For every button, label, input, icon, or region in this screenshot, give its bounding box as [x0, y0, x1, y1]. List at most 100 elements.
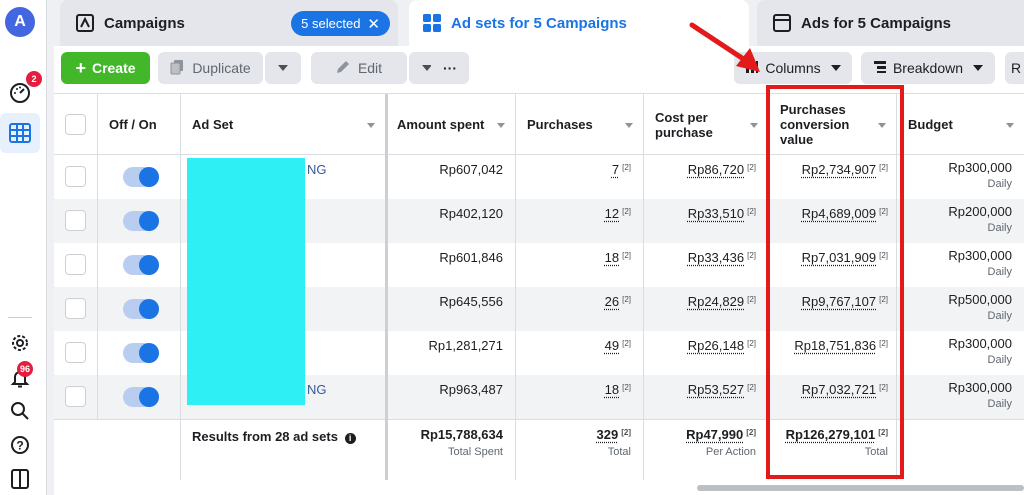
toggle-knob: [139, 387, 159, 407]
conversion-value-cell: Rp9,767,107 [2]: [801, 294, 888, 309]
column-divider: [97, 94, 98, 419]
breakdown-icon: [873, 60, 887, 77]
select-all-checkbox[interactable]: [65, 114, 86, 135]
ad-set-name-link[interactable]: NG: [307, 162, 327, 177]
row-select-checkbox[interactable]: [65, 210, 86, 231]
amount-spent-cell: Rp601,846: [439, 250, 503, 265]
header-budget[interactable]: Budget: [896, 94, 1024, 155]
budget-cell: Rp300,000 Daily: [948, 336, 1012, 366]
table-row[interactable]: Rp1,281,271 49 [2] Rp26,148 [2] Rp18,751,836[…: [54, 331, 1024, 375]
pencil-icon: [336, 60, 350, 77]
info-icon[interactable]: i: [344, 433, 356, 444]
tab-campaigns-label: Campaigns: [104, 14, 185, 32]
header-off-on[interactable]: Off / On: [109, 117, 157, 132]
left-navigation-rail: A 2 96 ?: [0, 0, 47, 495]
sort-caret-icon: [750, 123, 758, 128]
conversion-value-cell: Rp7,031,909 [2]: [801, 250, 888, 265]
total-purchases: 329 [2] Total: [596, 427, 631, 458]
table-header-row: Off / On Ad Set Amount spent Purchases C…: [54, 94, 1024, 155]
header-purchases-conversion-value[interactable]: Purchases conversion value: [768, 94, 896, 155]
cost-per-purchase-cell: Rp24,829 [2]: [687, 294, 756, 309]
purchases-cell: 18 [2]: [604, 382, 631, 397]
ad-set-status-toggle[interactable]: [123, 211, 159, 231]
toggle-knob: [139, 167, 159, 187]
toggle-knob: [139, 299, 159, 319]
table-row[interactable]: Rp601,846 18 [2] Rp33,436 [2] Rp7,031,909 [2] R…: [54, 243, 1024, 287]
toggle-knob: [139, 211, 159, 231]
amount-spent-cell: Rp645,556: [439, 294, 503, 309]
amount-spent-cell: Rp402,120: [439, 206, 503, 221]
column-divider: [385, 94, 388, 480]
duplicate-button[interactable]: Duplicate: [158, 52, 263, 84]
more-options-button[interactable]: ···: [431, 52, 469, 84]
conversion-value-cell: Rp4,689,009 [2]: [801, 206, 888, 221]
conversion-value-cell: Rp7,032,721 [2]: [801, 382, 888, 397]
chevron-down-icon: [422, 65, 432, 71]
header-purchases[interactable]: Purchases: [515, 94, 643, 155]
cost-per-purchase-cell: Rp26,148 [2]: [687, 338, 756, 353]
table-grid-icon[interactable]: [8, 121, 32, 145]
row-select-checkbox[interactable]: [65, 342, 86, 363]
sort-caret-icon: [1006, 123, 1014, 128]
budget-cell: Rp500,000 Daily: [948, 292, 1012, 322]
help-question-icon[interactable]: ?: [8, 433, 32, 457]
header-cost-per-purchase[interactable]: Cost per purchase: [643, 94, 768, 155]
horizontal-scrollbar[interactable]: [697, 485, 1024, 491]
header-ad-set[interactable]: Ad Set: [180, 94, 385, 155]
totals-row: Results from 28 ad sets i Rp15,788,634 T…: [54, 419, 1024, 480]
tab-campaigns[interactable]: Campaigns 5 selected ✕: [60, 0, 398, 46]
budget-cell: Rp300,000 Daily: [948, 160, 1012, 190]
column-divider: [896, 94, 897, 480]
totals-label: Results from 28 ad sets i: [180, 420, 385, 464]
tab-ads[interactable]: Ads for 5 Campaigns: [757, 0, 1024, 46]
account-avatar[interactable]: A: [5, 7, 35, 37]
settings-gear-icon[interactable]: [8, 331, 32, 355]
redaction-block: [187, 158, 305, 405]
side-panel-toggle-icon[interactable]: [8, 467, 32, 491]
row-select-checkbox[interactable]: [65, 254, 86, 275]
breakdown-button[interactable]: Breakdown: [861, 52, 995, 84]
red-arrow-annotation: [688, 22, 768, 78]
selected-campaigns-pill[interactable]: 5 selected ✕: [291, 11, 390, 36]
cost-per-purchase-cell: Rp33,510 [2]: [687, 206, 756, 221]
search-icon[interactable]: [8, 399, 32, 423]
cost-per-purchase-cell: Rp86,720 [2]: [687, 162, 756, 177]
toggle-knob: [139, 255, 159, 275]
duplicate-dropdown-button[interactable]: [265, 52, 301, 84]
column-divider: [643, 94, 644, 480]
ad-sets-grid-icon: [421, 12, 443, 34]
conversion-value-cell: Rp18,751,836 [2]: [794, 338, 888, 353]
edit-button[interactable]: Edit: [311, 52, 407, 84]
amount-spent-cell: Rp963,487: [439, 382, 503, 397]
sort-caret-icon: [878, 123, 886, 128]
total-conversion-value: Rp126,279,101 [2] Total: [785, 427, 888, 458]
cost-per-purchase-cell: Rp53,527 [2]: [687, 382, 756, 397]
table-row[interactable]: NG Rp607,042 7 [2] Rp86,720 [2] Rp2,734,907 [2]…: [54, 155, 1024, 199]
rail-divider: [8, 317, 32, 318]
clear-selection-close-icon[interactable]: ✕: [367, 15, 380, 33]
performance-badge: 2: [26, 71, 42, 87]
tab-ad-sets-label: Ad sets for 5 Campaigns: [451, 14, 627, 32]
header-amount-spent[interactable]: Amount spent: [385, 94, 515, 155]
performance-gauge-icon[interactable]: [8, 80, 32, 104]
row-select-checkbox[interactable]: [65, 166, 86, 187]
total-amount-spent: Rp15,788,634 Total Spent: [420, 427, 503, 458]
budget-cell: Rp300,000 Daily: [948, 380, 1012, 410]
plus-icon: +: [75, 57, 86, 78]
ad-set-status-toggle[interactable]: [123, 387, 159, 407]
ad-set-status-toggle[interactable]: [123, 167, 159, 187]
column-divider: [180, 94, 181, 480]
row-select-checkbox[interactable]: [65, 298, 86, 319]
ad-set-status-toggle[interactable]: [123, 343, 159, 363]
ad-set-status-toggle[interactable]: [123, 299, 159, 319]
reports-button[interactable]: R: [1005, 52, 1024, 84]
duplicate-copy-icon: [170, 59, 184, 78]
budget-cell: Rp200,000 Daily: [948, 204, 1012, 234]
row-select-checkbox[interactable]: [65, 386, 86, 407]
total-cost-per-purchase: Rp47,990 [2] Per Action: [686, 427, 756, 458]
create-button[interactable]: + Create: [61, 52, 150, 84]
rail-active-highlight: [0, 113, 40, 153]
ad-set-name-link[interactable]: NG: [307, 382, 327, 397]
ad-set-status-toggle[interactable]: [123, 255, 159, 275]
purchases-cell: 26 [2]: [604, 294, 631, 309]
